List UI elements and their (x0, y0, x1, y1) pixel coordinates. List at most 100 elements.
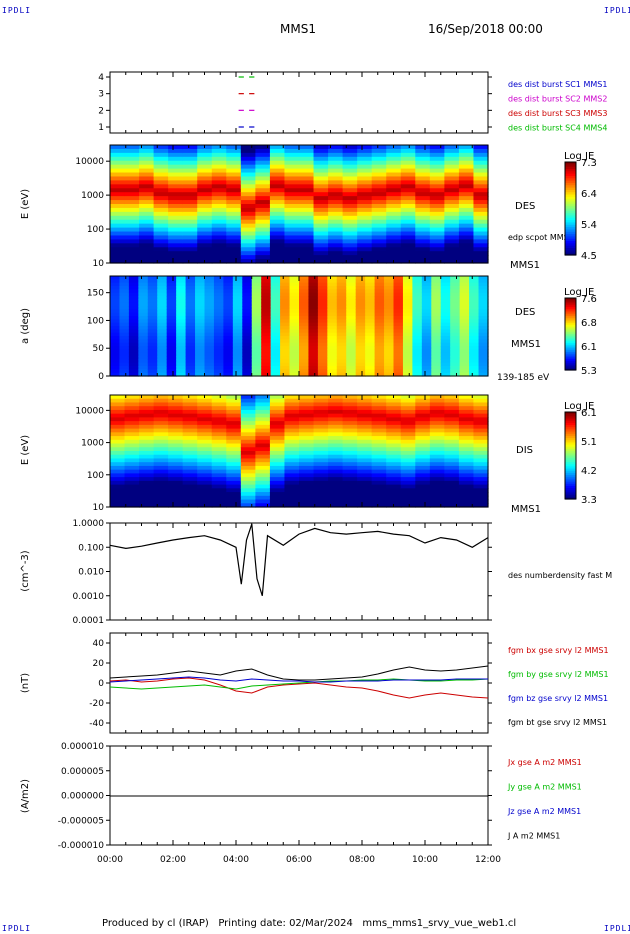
dis-spectrogram-cell (284, 484, 300, 489)
dis-spectrogram-cell (284, 480, 300, 486)
dis-spectrogram-cell (458, 488, 475, 493)
des-spectrogram-cell (124, 255, 140, 260)
des-spectrogram-cell (240, 247, 256, 252)
pitch-angle-cell (421, 282, 432, 287)
pitch-angle-cell (308, 322, 319, 327)
pitch-angle-cell (166, 349, 177, 354)
pitch-angle-cell (251, 292, 262, 297)
dis-spectrogram-cell (226, 492, 242, 497)
des-spectrogram-cell (400, 247, 416, 252)
pitch-angle-cell (119, 316, 130, 320)
pitch-angle-cell (365, 339, 376, 344)
des-spectrogram-cell (124, 188, 140, 193)
des-spectrogram-cell (386, 156, 402, 162)
des-spectrogram-cell (458, 211, 475, 217)
dis-spectrogram-cell (386, 447, 402, 452)
pitch-angle-cell (147, 329, 158, 334)
pitch-angle-cell (242, 299, 253, 304)
dis-energy-colorbar-title: Log JE (564, 401, 594, 412)
pitch-angle-cell (355, 369, 366, 374)
dis-spectrogram-cell (357, 492, 373, 497)
des-spectrogram-cell (168, 152, 184, 158)
des-spectrogram-cell (313, 251, 329, 256)
pitch-angle-cell (336, 296, 347, 300)
pitch-angle-cell (110, 352, 121, 357)
pitch-angle-cell (431, 346, 442, 350)
pitch-angle-cell (251, 362, 262, 367)
pitch-angle-cell (289, 342, 300, 347)
pitch-angle-cell (128, 346, 139, 350)
dis-spectrogram-cell (255, 484, 271, 489)
pitch-angle-cell (119, 339, 130, 344)
des-spectrogram-cell (386, 152, 402, 158)
dis-spectrogram-cell (269, 480, 286, 486)
des-spectrogram-cell (124, 247, 140, 252)
des-spectrogram-cell (182, 164, 198, 170)
pitch-angle-cell (412, 359, 423, 364)
pitch-angle-cell (459, 342, 470, 347)
des-spectrogram-cell (415, 239, 431, 244)
pitch-angle-cell (402, 339, 413, 344)
pitch-angle-cell (355, 352, 366, 357)
dis-spectrogram-cell (197, 424, 213, 430)
dis-spectrogram-cell (473, 428, 489, 433)
des-spectrogram-cell (240, 251, 256, 256)
des-spectrogram-cell (139, 184, 155, 189)
pitch-angle-cell (431, 316, 442, 320)
corner-mark-bottom-right: IPDLI (604, 924, 630, 933)
dis-spectrogram-cell (139, 458, 155, 463)
des-spectrogram-cell (458, 152, 475, 158)
pitch-angle-cell (213, 316, 224, 320)
pitch-angle-cell (204, 356, 215, 360)
des-spectrogram-cell (110, 160, 126, 166)
dis-spectrogram-cell (386, 428, 402, 433)
des-spectrogram-cell (284, 168, 300, 174)
pitch-angle-cell (374, 352, 385, 357)
pitch-angle-cell (157, 292, 168, 297)
pitch-angle-cell (412, 276, 423, 280)
des-spectrogram-cell (240, 145, 256, 150)
des-spectrogram-cell (299, 251, 315, 256)
des-spectrogram-cell (240, 160, 256, 166)
pitch-angle-cell (195, 306, 206, 310)
des-spectrogram-cell (226, 247, 242, 252)
pitch-angle-cell (308, 346, 319, 350)
pitch-angle-cell (393, 339, 404, 344)
pitch-angle-cell (478, 336, 489, 340)
des-spectrogram-cell (473, 243, 489, 248)
dis-spectrogram-cell (473, 488, 489, 493)
dis-spectrogram-cell (153, 436, 169, 441)
pitch-angle-cell (147, 366, 158, 370)
pitch-angle-colorbar-band (565, 344, 576, 348)
des-spectrogram-cell (139, 192, 155, 197)
des-spectrogram-cell (110, 145, 126, 150)
pitch-angle-cell (478, 282, 489, 287)
pitch-angle-cell (478, 372, 489, 377)
des-spectrogram-cell (255, 188, 271, 193)
pitch-angle-cell (393, 309, 404, 314)
des-spectrogram-cell (429, 215, 445, 221)
dis-spectrogram-cell (371, 424, 387, 430)
des-spectrogram-cell (400, 239, 416, 244)
density-tick-label: 1.0000 (73, 519, 105, 529)
pitch-angle-cell (346, 279, 357, 284)
dis-spectrogram-cell (269, 406, 286, 411)
des-spectrogram-cell (371, 231, 387, 237)
dis-energy-colorbar-band (565, 462, 576, 465)
des-spectrogram-cell (269, 148, 286, 154)
pitch-angle-cell (204, 369, 215, 374)
des-spectrogram-cell (473, 164, 489, 170)
des-spectrogram-cell (400, 259, 416, 264)
dis-spectrogram-cell (153, 432, 169, 437)
dis-spectrogram-cell (255, 443, 271, 448)
dis-spectrogram-cell (240, 451, 256, 456)
dis-spectrogram-cell (313, 409, 329, 415)
pitch-angle-cell (412, 362, 423, 367)
dis-spectrogram-cell (342, 473, 358, 478)
pitch-angle-cell (459, 366, 470, 370)
des-spectrogram-cell (415, 235, 431, 240)
pitch-angle-cell (185, 366, 196, 370)
pitch-angle-cell (213, 346, 224, 350)
pitch-angle-cell (185, 289, 196, 294)
pitch-angle-cell (336, 356, 347, 360)
